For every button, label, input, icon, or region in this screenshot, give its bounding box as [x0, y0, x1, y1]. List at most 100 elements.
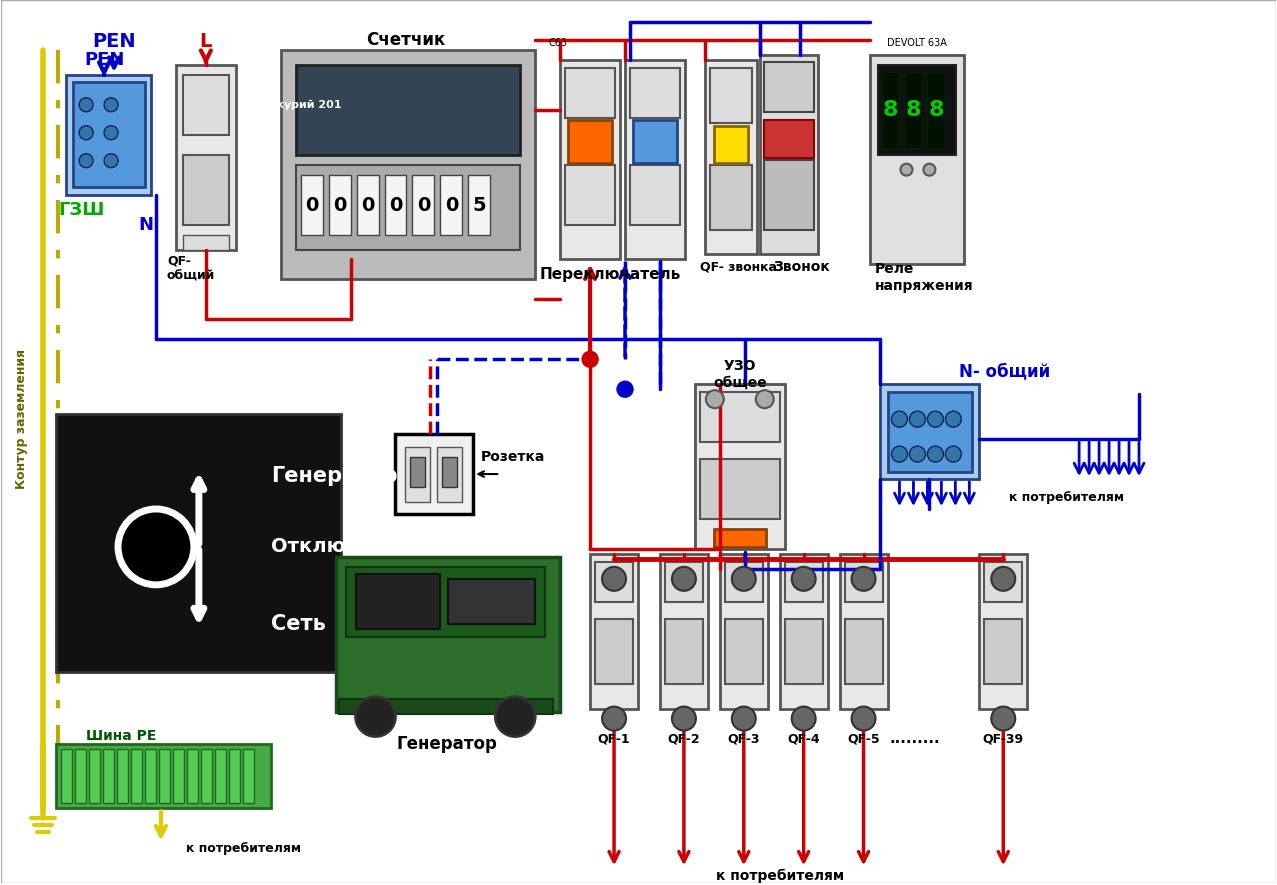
Text: Отключение: Отключение — [271, 537, 412, 557]
Text: 0: 0 — [333, 196, 346, 215]
Circle shape — [732, 706, 756, 730]
Bar — [338, 698, 553, 713]
Bar — [66, 75, 151, 195]
Text: Переключатель: Переключатель — [539, 267, 681, 282]
Bar — [784, 562, 822, 602]
Bar — [633, 119, 677, 163]
Bar — [927, 72, 945, 148]
Bar — [904, 72, 922, 148]
Bar — [725, 562, 762, 602]
Bar — [710, 68, 752, 123]
Bar — [73, 81, 146, 187]
Bar — [630, 68, 679, 118]
Bar — [561, 60, 621, 259]
Text: 8: 8 — [928, 100, 944, 119]
Bar — [695, 384, 784, 549]
Circle shape — [103, 98, 117, 112]
Bar — [630, 165, 679, 225]
Bar — [764, 62, 813, 112]
Circle shape — [891, 412, 908, 427]
Text: Меркурий 201: Меркурий 201 — [250, 100, 341, 110]
Text: Счетчик: Счетчик — [365, 31, 446, 49]
Bar — [568, 119, 612, 163]
Bar — [410, 457, 425, 487]
Bar — [985, 562, 1022, 602]
Circle shape — [495, 696, 535, 736]
Bar — [844, 562, 882, 602]
Bar — [705, 60, 757, 255]
Circle shape — [706, 390, 724, 408]
Text: .........: ......... — [889, 731, 940, 746]
Bar — [566, 68, 616, 118]
Circle shape — [732, 567, 756, 591]
Circle shape — [927, 412, 944, 427]
Text: QF-2: QF-2 — [668, 732, 700, 745]
Text: L: L — [199, 33, 212, 51]
Circle shape — [792, 567, 816, 591]
Bar — [172, 749, 184, 804]
Bar — [300, 174, 323, 235]
Bar — [888, 392, 972, 472]
Bar — [412, 174, 434, 235]
Circle shape — [601, 567, 626, 591]
Circle shape — [103, 126, 117, 140]
Text: УЗО
общее: УЗО общее — [713, 359, 766, 389]
Bar — [665, 562, 702, 602]
Bar — [336, 557, 561, 712]
Text: PEN: PEN — [92, 33, 135, 51]
Bar — [328, 174, 351, 235]
Bar — [117, 749, 128, 804]
Bar — [183, 235, 229, 250]
Text: ГЗШ: ГЗШ — [57, 201, 105, 219]
Text: 0: 0 — [388, 196, 402, 215]
Bar — [665, 619, 702, 683]
Text: QF- звонка: QF- звонка — [700, 261, 776, 274]
Bar — [448, 579, 535, 624]
Circle shape — [927, 446, 944, 462]
Bar — [384, 174, 406, 235]
Text: к потребителям: к потребителям — [186, 842, 301, 855]
Bar — [296, 65, 520, 155]
Bar — [75, 749, 86, 804]
Bar — [296, 165, 520, 250]
Circle shape — [991, 706, 1015, 730]
Bar — [406, 447, 430, 502]
Text: 5: 5 — [472, 196, 487, 215]
Bar — [355, 573, 441, 628]
Bar — [438, 447, 462, 502]
Text: Контур заземления: Контур заземления — [15, 350, 28, 489]
Circle shape — [79, 154, 93, 167]
Circle shape — [852, 567, 876, 591]
Bar — [595, 562, 633, 602]
Text: PEN: PEN — [84, 50, 124, 69]
Bar — [183, 75, 229, 135]
Circle shape — [79, 98, 93, 112]
Bar — [158, 749, 170, 804]
Bar — [146, 749, 156, 804]
Circle shape — [582, 351, 598, 367]
Bar — [200, 749, 212, 804]
Bar — [346, 567, 545, 636]
Bar — [469, 174, 490, 235]
Bar — [183, 155, 229, 225]
Circle shape — [672, 567, 696, 591]
Bar — [441, 174, 462, 235]
Circle shape — [909, 412, 926, 427]
Bar — [186, 749, 198, 804]
Bar — [839, 554, 888, 709]
Circle shape — [792, 706, 816, 730]
Circle shape — [103, 154, 117, 167]
Text: C63: C63 — [549, 38, 568, 48]
Bar — [61, 749, 72, 804]
Bar — [356, 174, 378, 235]
Bar — [870, 55, 964, 265]
Text: Реле
напряжения: Реле напряжения — [875, 262, 973, 293]
Bar — [215, 749, 226, 804]
Bar — [720, 554, 767, 709]
Circle shape — [945, 412, 962, 427]
Bar — [281, 50, 535, 280]
Bar — [985, 619, 1022, 683]
Bar — [714, 529, 766, 547]
Circle shape — [79, 126, 93, 140]
Circle shape — [891, 446, 908, 462]
